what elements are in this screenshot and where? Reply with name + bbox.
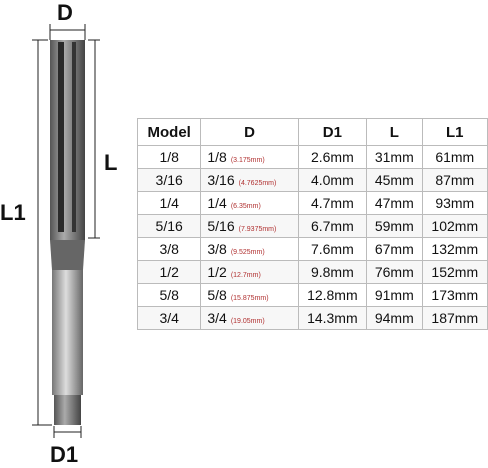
d-fraction: 5/16 [207, 218, 235, 234]
d-mm: (15.875mm) [230, 295, 269, 302]
d1-cell: 4.0mm [297, 168, 368, 192]
header-cell: D1 [297, 118, 368, 146]
model-cell: 3/8 [136, 237, 202, 261]
l1-cell: 102mm [421, 214, 488, 238]
l1-cell: 152mm [421, 260, 488, 284]
model-cell: 3/4 [136, 306, 202, 330]
d1-cell: 9.8mm [297, 260, 368, 284]
header-cell: L [366, 118, 423, 146]
header-cell: Model [136, 118, 202, 146]
l-cell: 67mm [366, 237, 423, 261]
dimension-lines [32, 24, 100, 438]
l1-cell: 132mm [421, 237, 488, 261]
l-cell: 59mm [366, 214, 423, 238]
tool [50, 40, 85, 425]
d-fraction: 3/4 [207, 310, 227, 326]
d-fraction: 5/8 [207, 287, 227, 303]
d-fraction: 1/2 [207, 264, 227, 280]
l-cell: 45mm [366, 168, 423, 192]
label-l1: L1 [0, 200, 26, 225]
model-cell: 1/4 [136, 191, 202, 215]
l-cell: 31mm [366, 145, 423, 169]
spec-table: Model D D1 L L1 1/8 1/8 (3.175mm) 2.6mm 31mm 61mm… [136, 118, 488, 330]
d-mm: (7.9375mm) [238, 226, 277, 233]
d-mm: (3.175mm) [230, 157, 265, 164]
l1-cell: 61mm [421, 145, 488, 169]
l-cell: 76mm [366, 260, 423, 284]
reamer-drawing [32, 24, 100, 438]
table-body: 1/8 1/8 (3.175mm) 2.6mm 31mm 61mm 3/16 3/16 (4.7… [136, 145, 488, 330]
d1-cell: 12.8mm [297, 283, 368, 307]
table-row: 3/16 3/16 (4.7625mm) 4.0mm 45mm 87mm [136, 168, 488, 192]
header-row: Model D D1 L L1 [136, 118, 488, 146]
d1-cell: 7.6mm [297, 237, 368, 261]
d1-cell: 6.7mm [297, 214, 368, 238]
d-fraction: 1/4 [207, 195, 227, 211]
d-cell: 5/16 (7.9375mm) [200, 214, 299, 238]
d-fraction: 1/8 [207, 149, 227, 165]
d-cell: 3/16 (4.7625mm) [200, 168, 299, 192]
table-row: 1/2 1/2 (12.7mm) 9.8mm 76mm 152mm [136, 260, 488, 284]
l1-cell: 87mm [421, 168, 488, 192]
header-cell: L1 [421, 118, 488, 146]
d-fraction: 3/16 [207, 172, 235, 188]
model-cell: 1/2 [136, 260, 202, 284]
l-cell: 94mm [366, 306, 423, 330]
d-mm: (19.05mm) [230, 318, 265, 325]
table-row: 3/8 3/8 (9.525mm) 7.6mm 67mm 132mm [136, 237, 488, 261]
label-d1: D1 [50, 442, 79, 467]
model-cell: 5/16 [136, 214, 202, 238]
d1-cell: 2.6mm [297, 145, 368, 169]
label-l: L [104, 150, 118, 175]
model-cell: 1/8 [136, 145, 202, 169]
table-row: 1/8 1/8 (3.175mm) 2.6mm 31mm 61mm [136, 145, 488, 169]
table-row: 3/4 3/4 (19.05mm) 14.3mm 94mm 187mm [136, 306, 488, 330]
d-mm: (4.7625mm) [238, 180, 277, 187]
table-row: 5/16 5/16 (7.9375mm) 6.7mm 59mm 102mm [136, 214, 488, 238]
d1-cell: 4.7mm [297, 191, 368, 215]
l-cell: 47mm [366, 191, 423, 215]
d-mm: (9.525mm) [230, 249, 265, 256]
d-mm: (12.7mm) [230, 272, 261, 279]
d-cell: 1/8 (3.175mm) [200, 145, 299, 169]
d-cell: 5/8 (15.875mm) [200, 283, 299, 307]
d1-cell: 14.3mm [297, 306, 368, 330]
header-cell: D [200, 118, 299, 146]
model-cell: 3/16 [136, 168, 202, 192]
d-fraction: 3/8 [207, 241, 227, 257]
label-d: D [57, 0, 73, 25]
d-mm: (6.35mm) [230, 203, 261, 210]
d-cell: 1/4 (6.35mm) [200, 191, 299, 215]
d-cell: 1/2 (12.7mm) [200, 260, 299, 284]
l1-cell: 93mm [421, 191, 488, 215]
table-row: 1/4 1/4 (6.35mm) 4.7mm 47mm 93mm [136, 191, 488, 215]
d-cell: 3/8 (9.525mm) [200, 237, 299, 261]
table-row: 5/8 5/8 (15.875mm) 12.8mm 91mm 173mm [136, 283, 488, 307]
model-cell: 5/8 [136, 283, 202, 307]
l-cell: 91mm [366, 283, 423, 307]
l1-cell: 173mm [421, 283, 488, 307]
l1-cell: 187mm [421, 306, 488, 330]
d-cell: 3/4 (19.05mm) [200, 306, 299, 330]
